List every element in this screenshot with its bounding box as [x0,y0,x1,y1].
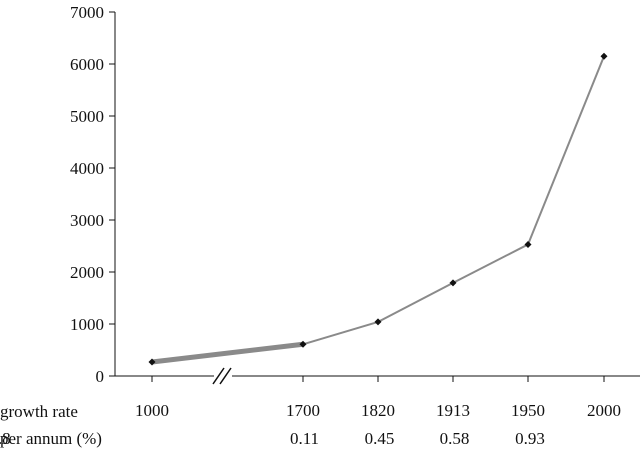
x-tick-label: 1000 [135,401,169,420]
y-axis-ticks: 0 1000 2000 3000 4000 5000 6000 7000 [70,3,115,386]
y-tick-label: 0 [96,367,105,386]
axis-break-icon [212,367,232,385]
data-point-marker [148,358,156,366]
x-axis-ticks [151,376,605,382]
data-point-marker [524,240,532,248]
x-tick-label: 1913 [436,401,470,420]
growth-rate-value: 0.93 [515,429,545,448]
growth-rate-label: growth rate [0,402,78,421]
data-markers [148,52,608,366]
y-tick-label: 6000 [70,55,104,74]
y-tick-label: 4000 [70,159,104,178]
growth-rate-value: 1.8 [0,429,11,448]
data-point-marker [299,340,307,348]
y-tick-label: 2000 [70,263,104,282]
y-tick-label: 1000 [70,315,104,334]
series-segment [452,243,529,284]
growth-rate-value: 0.45 [365,429,395,448]
x-tick-label: 2000 [587,401,621,420]
x-tick-label: 1820 [361,401,395,420]
series-segment [377,282,454,323]
growth-rate-value: 0.58 [440,429,470,448]
y-tick-label: 3000 [70,211,104,230]
series-line [151,55,605,365]
y-tick-label: 7000 [70,3,104,22]
x-tick-label: 1700 [286,401,320,420]
growth-rate-value: 0.11 [290,429,319,448]
x-tick-label: 1950 [511,401,545,420]
axis-break-slash [212,367,225,385]
series-segment-highlight [151,341,304,365]
per-annum-label: per annum (%) [0,429,102,448]
data-point-marker [600,52,608,60]
series-segment [527,55,605,245]
data-point-marker [374,318,382,326]
x-tick-labels: 1000 1700 1820 1913 1950 2000 [135,401,621,420]
axis-break-slash [219,367,232,385]
series-segment [302,320,379,346]
data-point-marker [449,279,457,287]
growth-rate-values: 0.11 0.45 0.58 0.93 1.8 [0,429,545,448]
y-tick-label: 5000 [70,107,104,126]
